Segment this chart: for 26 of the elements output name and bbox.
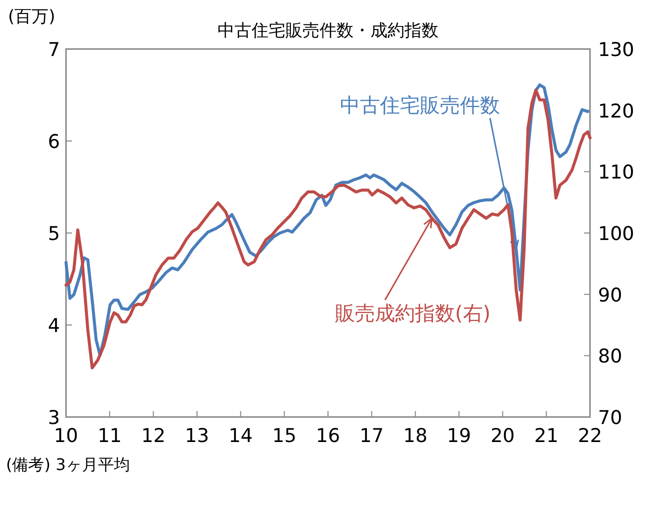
series-label: 販売成約指数(右) bbox=[335, 301, 491, 325]
x-tick-label: 19 bbox=[446, 425, 472, 447]
x-tick-label: 15 bbox=[272, 425, 296, 447]
text: (備考) 3ヶ月平均 bbox=[6, 455, 130, 474]
x-tick-label: 18 bbox=[403, 425, 428, 447]
x-tick-label: 21 bbox=[534, 425, 558, 447]
y2-tick-label: 90 bbox=[598, 284, 622, 306]
y2-tick-label: 100 bbox=[598, 223, 634, 245]
y-tick-label: 5 bbox=[48, 223, 60, 245]
y2-tick-label: 110 bbox=[598, 162, 634, 184]
x-tick-label: 14 bbox=[228, 425, 253, 447]
y2-tick-label: 120 bbox=[598, 100, 634, 122]
x-tick-label: 11 bbox=[98, 425, 122, 447]
x-tick-label: 13 bbox=[184, 425, 210, 447]
y-tick-label: 6 bbox=[48, 131, 60, 153]
y-tick-label: 4 bbox=[48, 315, 60, 337]
x-tick-label: 16 bbox=[316, 425, 340, 447]
y2-tick-label: 130 bbox=[598, 39, 634, 61]
y-tick-label: 7 bbox=[48, 39, 60, 61]
x-tick-label: 12 bbox=[141, 425, 166, 447]
x-tick-label: 17 bbox=[360, 425, 384, 447]
y-axis-title: (百万) bbox=[8, 7, 56, 27]
chart-title: 中古住宅販売件数・成約指数 bbox=[218, 21, 438, 41]
series-label: 中古住宅販売件数 bbox=[340, 93, 500, 117]
y2-tick-label: 80 bbox=[598, 346, 622, 368]
x-tick-label: 20 bbox=[490, 425, 515, 447]
